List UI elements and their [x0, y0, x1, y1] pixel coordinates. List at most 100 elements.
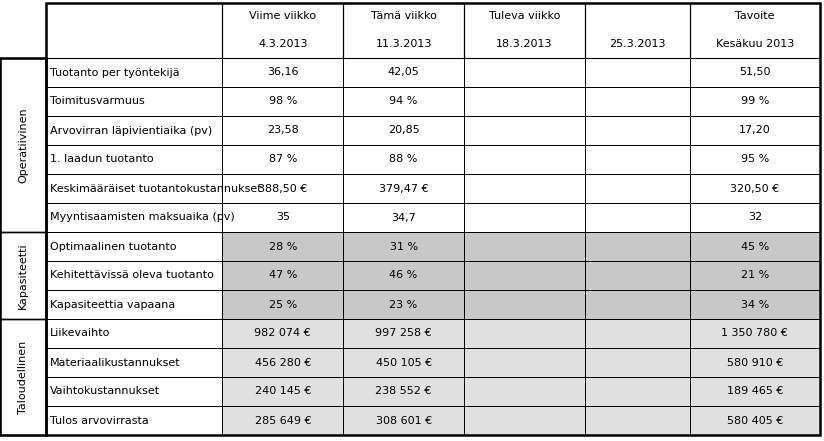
Bar — [0, 58, 46, 435]
Bar — [690, 377, 820, 406]
Bar — [690, 348, 820, 377]
Bar — [0, 3, 46, 435]
Bar — [690, 406, 820, 435]
Bar — [222, 58, 344, 87]
Bar — [690, 232, 820, 261]
Bar — [0, 232, 46, 319]
Bar — [222, 406, 344, 435]
Bar — [464, 58, 585, 87]
Text: 456 280 €: 456 280 € — [255, 358, 311, 367]
Text: 580 910 €: 580 910 € — [727, 358, 783, 367]
Bar — [464, 261, 585, 290]
Bar — [222, 290, 344, 319]
Bar — [585, 116, 690, 145]
Bar — [46, 116, 222, 145]
Bar — [464, 203, 585, 232]
Text: Viime viikko: Viime viikko — [249, 11, 316, 21]
Bar — [344, 116, 464, 145]
Text: 34,7: 34,7 — [391, 213, 416, 223]
Bar — [690, 87, 820, 116]
Text: Kapasiteetti: Kapasiteetti — [18, 242, 28, 309]
Bar — [585, 58, 690, 87]
Text: 11.3.2013: 11.3.2013 — [376, 39, 432, 49]
Bar — [344, 116, 464, 145]
Bar — [222, 145, 344, 174]
Bar — [585, 406, 690, 435]
Text: 189 465 €: 189 465 € — [727, 386, 783, 396]
Bar — [344, 319, 464, 348]
Bar — [344, 406, 464, 435]
Bar — [344, 406, 464, 435]
Text: Materiaalikustannukset: Materiaalikustannukset — [50, 358, 180, 367]
Bar — [222, 145, 344, 174]
Bar — [344, 377, 464, 406]
Bar — [344, 174, 464, 203]
Bar — [222, 261, 344, 290]
Bar — [690, 58, 820, 87]
Bar — [690, 87, 820, 116]
Text: Operatiivinen: Operatiivinen — [18, 107, 28, 183]
Bar — [46, 87, 222, 116]
Bar — [0, 58, 46, 232]
Bar — [464, 116, 585, 145]
Bar — [464, 377, 585, 406]
Text: 42,05: 42,05 — [388, 67, 419, 78]
Bar — [344, 58, 464, 87]
Text: 4.3.2013: 4.3.2013 — [258, 39, 307, 49]
Bar — [46, 377, 222, 406]
Bar — [222, 87, 344, 116]
Bar — [46, 232, 222, 261]
Bar — [690, 319, 820, 348]
Bar — [46, 3, 222, 58]
Text: 36,16: 36,16 — [267, 67, 298, 78]
Bar — [690, 406, 820, 435]
Text: 240 145 €: 240 145 € — [255, 386, 311, 396]
Text: 47 %: 47 % — [269, 270, 297, 280]
Bar — [0, 319, 46, 435]
Bar — [690, 58, 820, 87]
Bar — [222, 319, 344, 348]
Bar — [585, 174, 690, 203]
Bar — [585, 290, 690, 319]
Bar — [46, 58, 222, 87]
Bar — [46, 145, 222, 174]
Text: 94 %: 94 % — [390, 97, 418, 106]
Text: 35: 35 — [276, 213, 290, 223]
Bar — [585, 203, 690, 232]
Bar — [585, 145, 690, 174]
Bar — [344, 3, 464, 58]
Text: 46 %: 46 % — [390, 270, 418, 280]
Bar — [585, 3, 690, 58]
Text: 580 405 €: 580 405 € — [727, 415, 783, 426]
Bar — [46, 261, 222, 290]
Bar — [464, 3, 585, 58]
Text: 45 %: 45 % — [741, 242, 769, 251]
Bar — [46, 319, 222, 348]
Bar — [690, 3, 820, 58]
Text: Tämä viikko: Tämä viikko — [371, 11, 437, 21]
Text: Toimitusvarmuus: Toimitusvarmuus — [50, 97, 145, 106]
Bar — [46, 174, 222, 203]
Bar — [46, 232, 222, 261]
Bar — [464, 348, 585, 377]
Bar — [46, 348, 222, 377]
Bar — [344, 58, 464, 87]
Bar — [222, 3, 344, 58]
Bar — [690, 377, 820, 406]
Text: Keskimääräiset tuotantokustannukset: Keskimääräiset tuotantokustannukset — [50, 183, 262, 194]
Bar — [464, 406, 585, 435]
Bar — [222, 377, 344, 406]
Text: Myyntisaamisten maksuaika (pv): Myyntisaamisten maksuaika (pv) — [50, 213, 235, 223]
Text: 997 258 €: 997 258 € — [375, 329, 432, 339]
Text: Kapasiteettia vapaana: Kapasiteettia vapaana — [50, 299, 176, 310]
Bar — [344, 348, 464, 377]
Bar — [690, 116, 820, 145]
Bar — [46, 174, 222, 203]
Bar — [46, 145, 222, 174]
Bar — [690, 145, 820, 174]
Text: Vaihtokustannukset: Vaihtokustannukset — [50, 386, 160, 396]
Bar — [344, 377, 464, 406]
Bar — [46, 290, 222, 319]
Bar — [585, 174, 690, 203]
Bar — [464, 145, 585, 174]
